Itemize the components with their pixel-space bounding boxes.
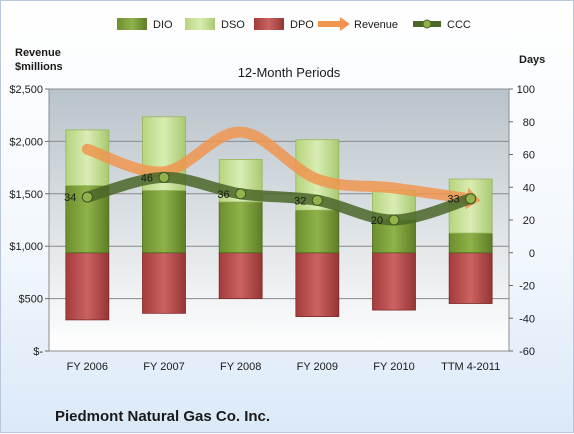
- category-label: FY 2007: [143, 361, 184, 373]
- legend-ccc-label: CCC: [447, 19, 471, 31]
- category-label: TTM 4-2011: [441, 361, 500, 373]
- legend-revenue-label: Revenue: [354, 19, 398, 31]
- lines: 34 46 36 32 20 33: [64, 126, 481, 227]
- right-tick-label: 60: [523, 150, 535, 162]
- legend-revenue-swatch: [318, 17, 350, 31]
- category-label: FY 2009: [297, 361, 338, 373]
- right-tick-label: 40: [523, 182, 535, 194]
- chart-subtitle: 12-Month Periods: [238, 65, 341, 80]
- ccc-data-label: 20: [371, 215, 383, 227]
- left-tick-label: $2,000: [9, 136, 43, 148]
- legend-dio-label: DIO: [153, 19, 173, 31]
- left-tick-label: $2,500: [9, 84, 43, 96]
- right-tick-label: -40: [519, 313, 535, 325]
- category-axis: FY 2006 FY 2007 FY 2008 FY 2009 FY 2010 TTM 4…: [67, 361, 501, 373]
- dio-bar: [218, 201, 263, 254]
- ccc-data-label: 34: [64, 192, 76, 204]
- ccc-data-label: 33: [447, 194, 459, 206]
- ccc-point: [465, 193, 477, 205]
- left-axis: $- $500 $1,000 $1,500 $2,000 $2,500: [9, 84, 49, 358]
- category-label: FY 2008: [220, 361, 261, 373]
- legend-ccc-swatch: [413, 19, 441, 29]
- plot-area: [48, 88, 510, 352]
- right-tick-label: 100: [517, 84, 535, 96]
- dio-bar: [448, 232, 493, 254]
- right-tick-label: 20: [523, 215, 535, 227]
- right-tick-label: 80: [523, 117, 535, 129]
- category-label: FY 2010: [373, 361, 414, 373]
- category-label: FY 2006: [67, 361, 108, 373]
- left-tick-label: $1,000: [9, 241, 43, 253]
- left-axis-title-line1: Revenue: [15, 47, 61, 59]
- company-name: Piedmont Natural Gas Co. Inc.: [55, 408, 270, 425]
- dpo-bar: [372, 252, 416, 311]
- legend: DIO DSO DPO Revenue CCC: [117, 17, 471, 31]
- legend-dpo-label: DPO: [290, 19, 314, 31]
- ccc-point: [388, 214, 400, 226]
- ccc-data-label: 46: [141, 172, 153, 184]
- ccc-data-label: 36: [217, 189, 229, 201]
- ccc-point: [311, 194, 323, 206]
- dpo-bar: [142, 252, 186, 314]
- revenue-line: [81, 126, 477, 205]
- left-tick-label: $-: [33, 346, 43, 358]
- left-tick-label: $500: [19, 294, 43, 306]
- ccc-data-label: 32: [294, 195, 306, 207]
- legend-dso-label: DSO: [221, 19, 245, 31]
- ccc-line: [81, 171, 477, 226]
- ccc-point: [235, 188, 247, 200]
- right-tick-label: -60: [519, 346, 535, 358]
- dio-bar: [142, 190, 186, 254]
- right-tick-label: -20: [519, 281, 535, 293]
- dpo-bar: [218, 252, 263, 299]
- right-axis: -60 -40 -20 0 20 40 60 80 100: [509, 84, 535, 358]
- dio-bar: [295, 209, 340, 254]
- dpo-bar: [295, 252, 340, 318]
- legend-dso-swatch: [185, 18, 215, 30]
- dpo-bar: [448, 252, 493, 304]
- left-axis-title-line2: $millions: [15, 61, 63, 73]
- ccc-point: [81, 191, 93, 203]
- left-tick-label: $1,500: [9, 189, 43, 201]
- legend-dpo-swatch: [254, 18, 284, 30]
- right-tick-label: 0: [529, 248, 535, 260]
- right-axis-title: Days: [519, 54, 545, 66]
- legend-dio-swatch: [117, 18, 147, 30]
- ccc-point: [158, 171, 170, 183]
- dpo-bar: [65, 252, 110, 321]
